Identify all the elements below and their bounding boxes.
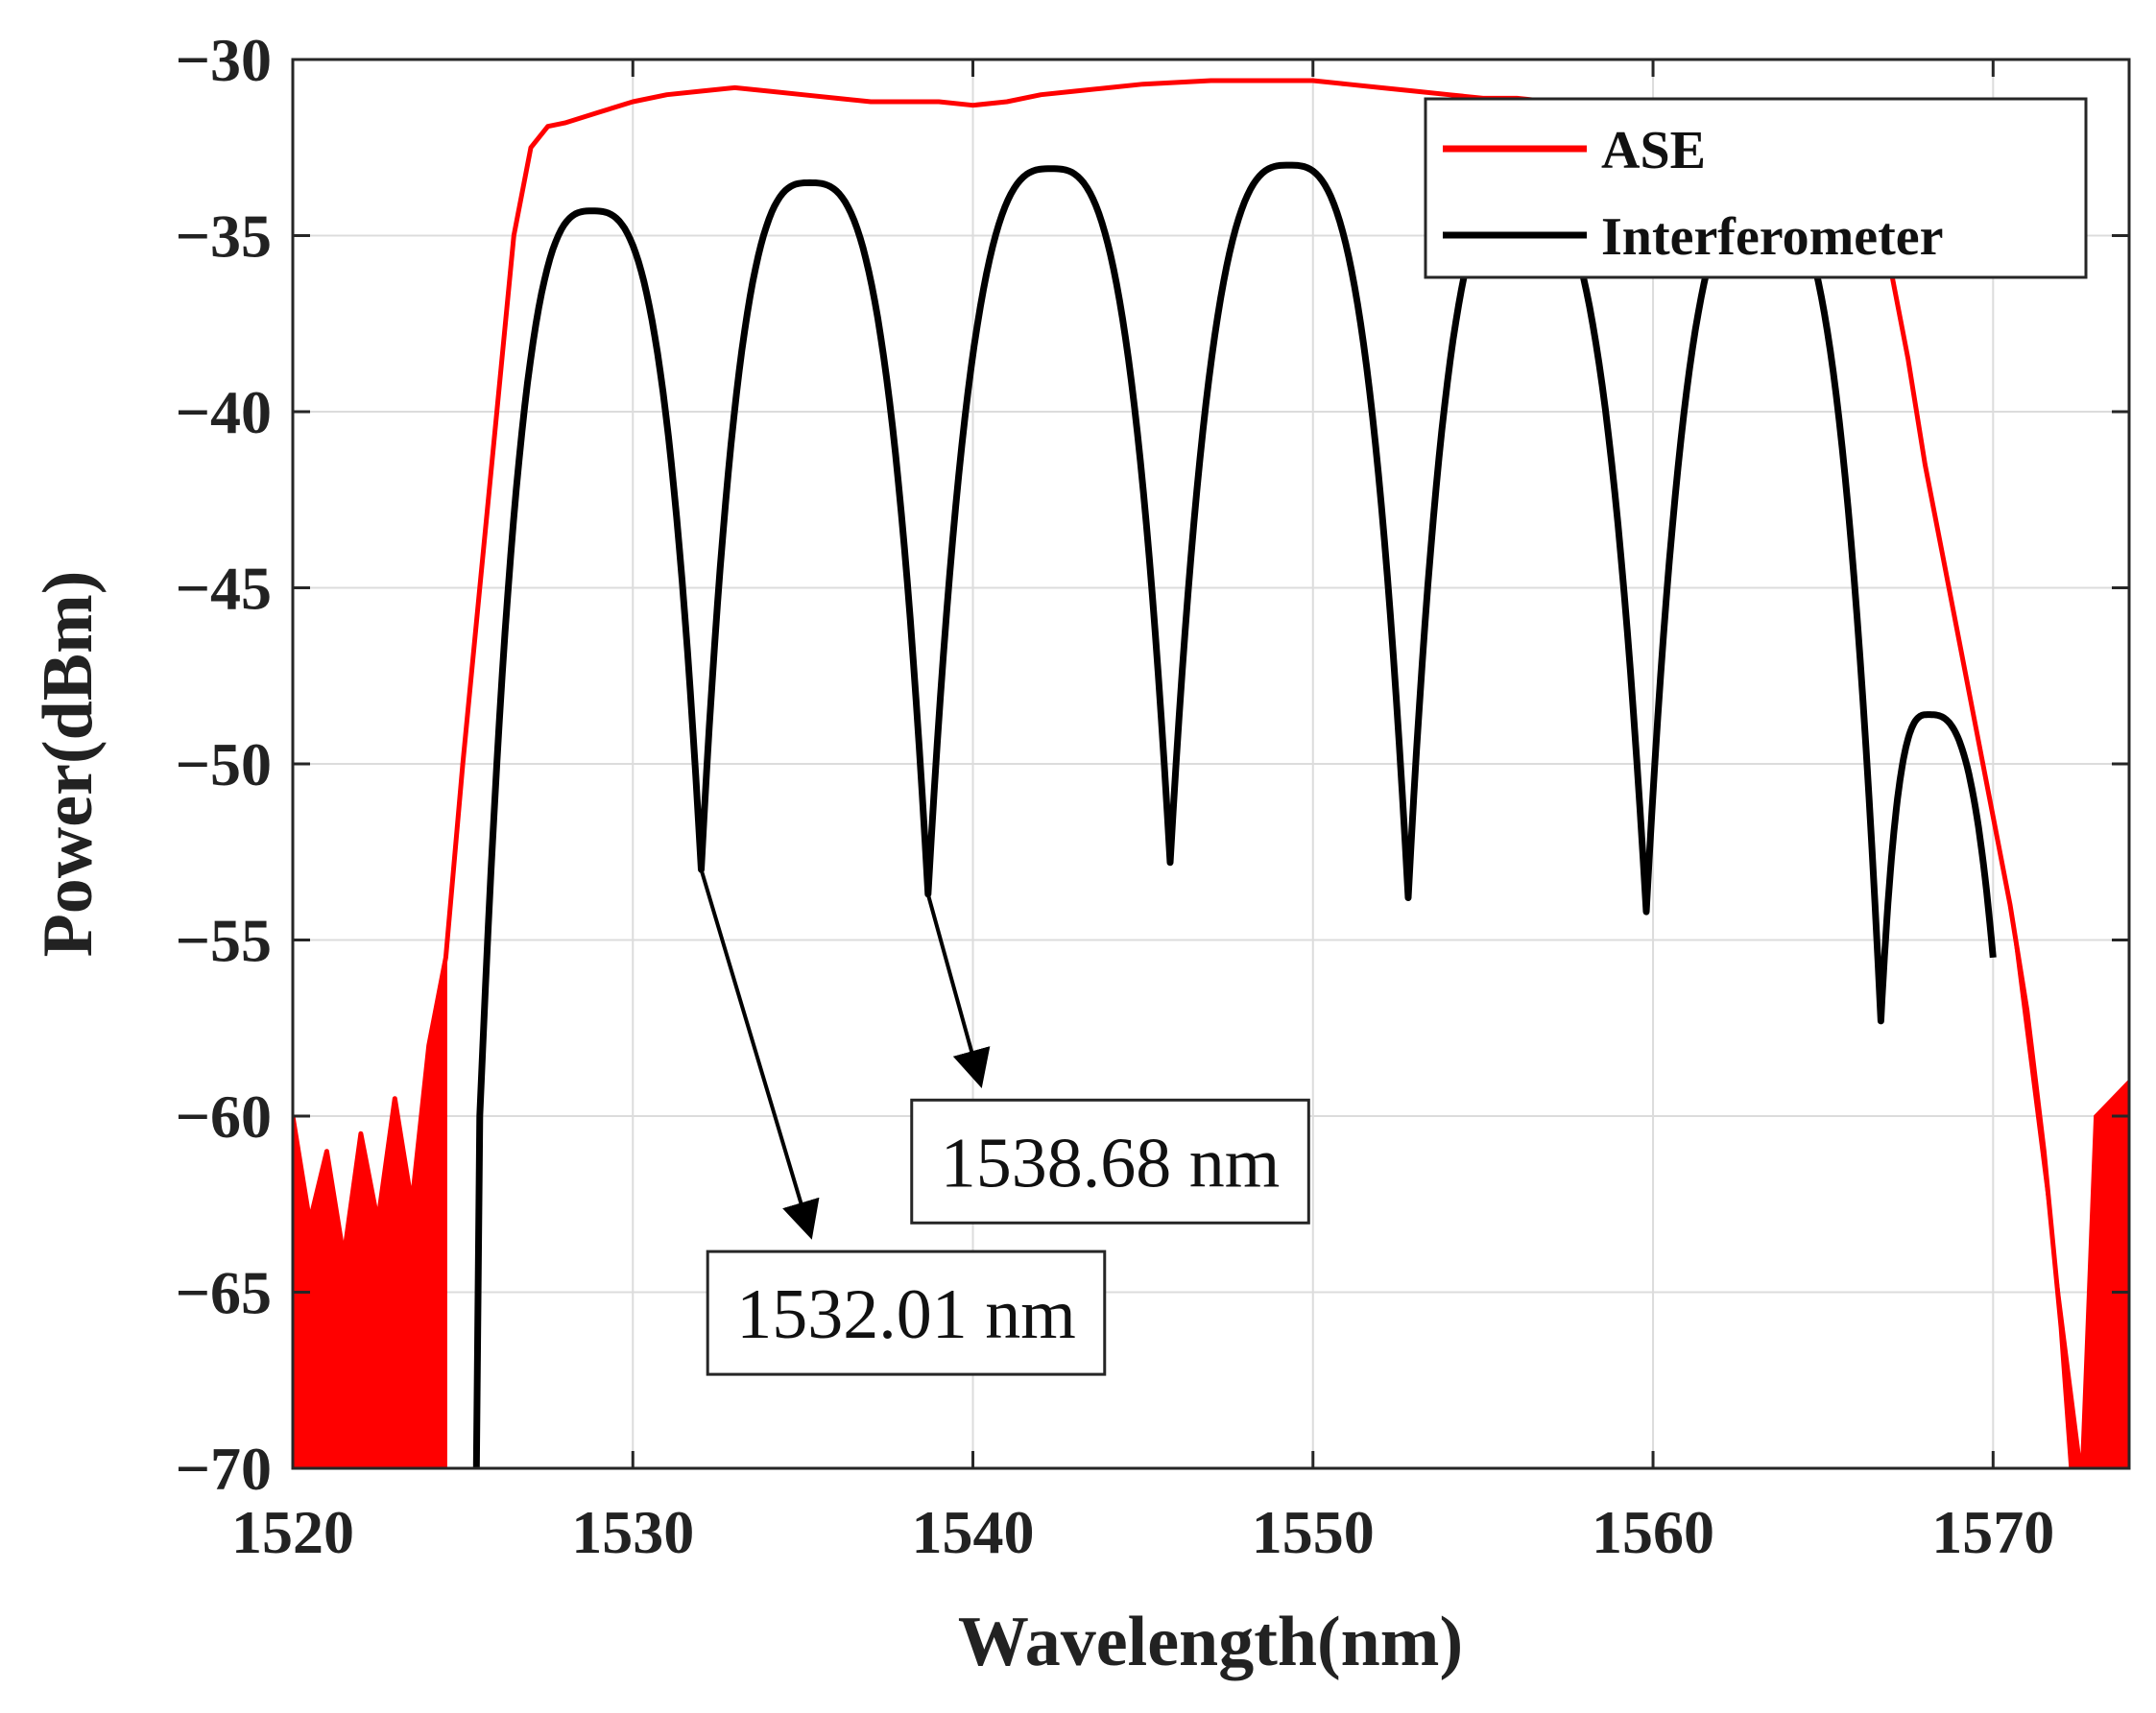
x-axis-title: Wavelength(nm) [958,1603,1463,1681]
annotation: 1532.01 nm [706,1249,1107,1376]
legend: ASE Interferometer [1424,97,2088,279]
interferometer-dip-point [1167,860,1172,865]
series-ase-left-noise [293,957,447,1468]
x-tick-label: 1550 [1252,1498,1375,1566]
y-tick-label: −40 [176,378,272,446]
y-tick-label: −35 [176,202,272,271]
legend-label-interferometer: Interferometer [1601,207,1944,267]
annotation-arrow [925,893,991,1089]
annotation-box [706,1249,1107,1376]
annotation-label: 1532.01 nm [736,1275,1076,1354]
annotations: 1538.68 nm 1532.01 nm [699,868,1310,1376]
series-ase-right-noise [2079,1079,2129,1468]
y-tick-label: −70 [176,1435,272,1503]
y-tick-label: −65 [176,1259,272,1327]
x-tick-label: 1520 [231,1498,354,1566]
x-tick-label: 1570 [1931,1498,2054,1566]
y-tick-label: −60 [176,1083,272,1151]
y-axis: −30 −35 −40 −45 −50 −55 −60 −65 −70 [176,26,2129,1503]
annotation-box [910,1098,1310,1225]
annotation-arrow [699,868,820,1240]
series-layer [293,78,2129,1468]
interferometer-dip-point [1405,895,1410,900]
legend-label-ase: ASE [1601,121,1706,180]
series-interferometer-line [472,161,1997,1468]
y-axis-title: Power(dBm) [29,571,108,958]
interferometer-dip-point [1879,1018,1883,1023]
x-tick-label: 1530 [571,1498,694,1566]
legend-box [1424,97,2088,279]
x-tick-label: 1540 [912,1498,1035,1566]
x-axis: 1520 1530 1540 1550 1560 1570 [231,59,2054,1566]
interferometer-dip-point [1643,910,1648,915]
annotation-label: 1538.68 nm [941,1124,1281,1202]
y-tick-label: −55 [176,907,272,975]
annotation: 1538.68 nm [910,1098,1310,1225]
series-ase-right-drop [2009,904,2083,1468]
y-tick-label: −50 [176,730,272,798]
y-tick-label: −30 [176,26,272,94]
y-tick-label: −45 [176,555,272,623]
x-tick-label: 1560 [1592,1498,1714,1566]
